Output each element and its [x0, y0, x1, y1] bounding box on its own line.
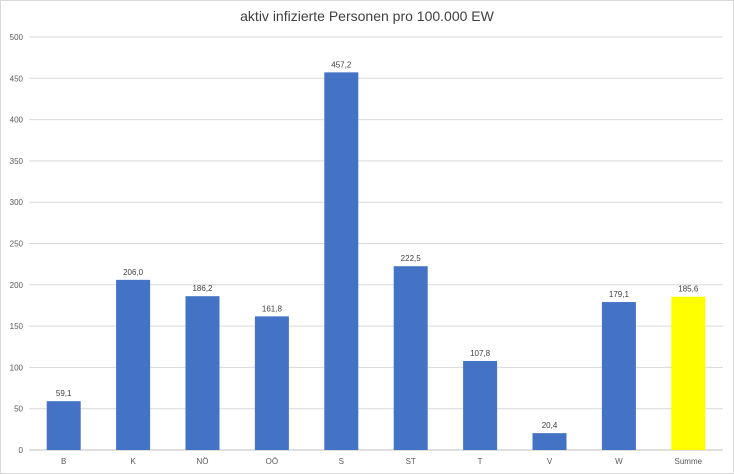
data-label: 161,8	[262, 304, 283, 313]
bar-s	[324, 72, 359, 451]
data-label: 59,1	[56, 389, 72, 398]
y-tick-label: 0	[19, 446, 24, 455]
data-label: 457,2	[331, 60, 352, 69]
data-label: 107,8	[470, 349, 491, 358]
x-tick-label: ST	[406, 457, 416, 466]
y-tick-label: 250	[10, 240, 24, 249]
bar-v	[532, 433, 567, 450]
y-tick-label: 150	[10, 322, 24, 331]
bar-nö	[185, 296, 220, 450]
y-tick-label: 450	[10, 74, 24, 83]
data-label: 186,2	[192, 284, 213, 293]
bar-b	[46, 401, 81, 450]
bar-oö	[254, 316, 289, 450]
y-tick-label: 50	[14, 405, 23, 414]
x-tick-label: S	[339, 457, 344, 466]
x-tick-label: T	[478, 457, 483, 466]
x-tick-label: W	[615, 457, 623, 466]
y-tick-label: 500	[10, 33, 24, 42]
x-tick-label: K	[130, 457, 136, 466]
data-label: 222,5	[401, 254, 422, 263]
data-label: 20,4	[542, 421, 558, 430]
y-tick-label: 100	[10, 363, 24, 372]
data-label: 206,0	[123, 268, 144, 277]
x-tick-label: B	[61, 457, 66, 466]
chart-title: aktiv infizierte Personen pro 100.000 EW	[240, 8, 494, 24]
x-axis-tick-labels: B K NÖ OÖ S ST T V W Summe	[61, 457, 703, 466]
x-tick-label: Summe	[675, 457, 703, 466]
data-label: 185,6	[678, 285, 699, 294]
x-tick-label: V	[547, 457, 553, 466]
bar-k	[116, 279, 151, 450]
y-tick-label: 300	[10, 198, 24, 207]
y-axis-tick-labels: 0 50 100 150 200 250 300 350 400 450 500	[10, 33, 24, 455]
y-tick-label: 400	[10, 116, 24, 125]
y-tick-label: 350	[10, 157, 24, 166]
data-labels: 59,1 206,0 186,2 161,8 457,2 222,5 107,8 20,4 17…	[56, 60, 699, 430]
x-tick-label: OÖ	[266, 457, 278, 466]
bars	[46, 72, 706, 451]
y-tick-label: 200	[10, 281, 24, 290]
x-tick-label: NÖ	[197, 457, 209, 466]
bar-t	[463, 360, 498, 450]
data-label: 179,1	[609, 290, 630, 299]
bar-summe	[671, 296, 706, 450]
bar-w	[601, 302, 636, 450]
bar-st	[393, 266, 428, 450]
